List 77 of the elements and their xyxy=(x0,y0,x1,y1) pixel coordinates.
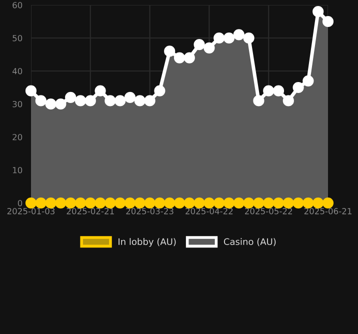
y-tick-label: 0 xyxy=(18,200,22,206)
point xyxy=(65,92,76,103)
point xyxy=(312,6,324,18)
point xyxy=(174,197,186,209)
point xyxy=(35,95,46,106)
point xyxy=(74,95,86,106)
point xyxy=(243,197,254,209)
point xyxy=(322,197,334,209)
point xyxy=(184,52,195,64)
point xyxy=(164,46,176,57)
legend-label: In lobby (AU) xyxy=(118,238,176,247)
point xyxy=(214,32,225,44)
point xyxy=(144,95,156,106)
point xyxy=(134,197,146,209)
point xyxy=(223,197,235,209)
point xyxy=(253,95,264,106)
point xyxy=(214,197,225,209)
point xyxy=(253,197,264,209)
x-tick-label: 2025-04-22 xyxy=(186,208,233,214)
point xyxy=(243,32,254,44)
point xyxy=(114,197,126,209)
point xyxy=(174,52,186,64)
point xyxy=(302,197,314,209)
point xyxy=(94,197,106,209)
point xyxy=(45,98,56,110)
point xyxy=(292,82,304,94)
point xyxy=(302,75,314,86)
point xyxy=(312,197,324,209)
point xyxy=(35,197,46,209)
point xyxy=(272,197,284,209)
point xyxy=(154,197,166,209)
point xyxy=(104,95,116,106)
point xyxy=(25,85,37,96)
point xyxy=(322,16,334,28)
x-tick-label: 2025-06-21 xyxy=(304,208,352,214)
point xyxy=(134,95,146,106)
point xyxy=(25,197,37,209)
x-tick-label: 2025-01-03 xyxy=(7,208,55,214)
point xyxy=(292,197,304,209)
point xyxy=(282,95,294,106)
point xyxy=(55,197,66,209)
point xyxy=(164,197,176,209)
y-tick-label: 10 xyxy=(12,166,22,174)
point xyxy=(223,32,235,44)
point xyxy=(84,95,96,106)
point xyxy=(104,197,116,209)
point xyxy=(55,98,66,110)
point xyxy=(233,197,244,209)
y-tick-label: 50 xyxy=(12,34,22,42)
point xyxy=(194,39,205,50)
point xyxy=(272,85,284,96)
legend-label: Casino (AU) xyxy=(224,238,276,246)
x-tick-label: 2025-02-21 xyxy=(66,208,114,214)
y-tick-label: 30 xyxy=(12,100,22,108)
point xyxy=(184,197,195,209)
point xyxy=(65,197,76,209)
point xyxy=(263,85,274,96)
point xyxy=(84,197,96,209)
point xyxy=(144,197,156,209)
point xyxy=(282,197,294,209)
x-tick-label: 2025-05-22 xyxy=(244,208,292,214)
point xyxy=(263,197,274,209)
point xyxy=(233,29,244,40)
point xyxy=(204,197,215,209)
point xyxy=(74,197,86,209)
y-tick-label: 60 xyxy=(12,2,22,8)
point xyxy=(124,197,136,209)
point xyxy=(45,197,56,209)
y-tick-label: 20 xyxy=(12,134,22,140)
point xyxy=(94,85,106,96)
point xyxy=(124,92,136,103)
point xyxy=(194,197,205,209)
x-tick-label: 2025-03-23 xyxy=(126,208,174,214)
point xyxy=(204,42,215,54)
point xyxy=(154,85,166,96)
y-tick-label: 40 xyxy=(12,68,22,74)
point xyxy=(114,95,126,106)
